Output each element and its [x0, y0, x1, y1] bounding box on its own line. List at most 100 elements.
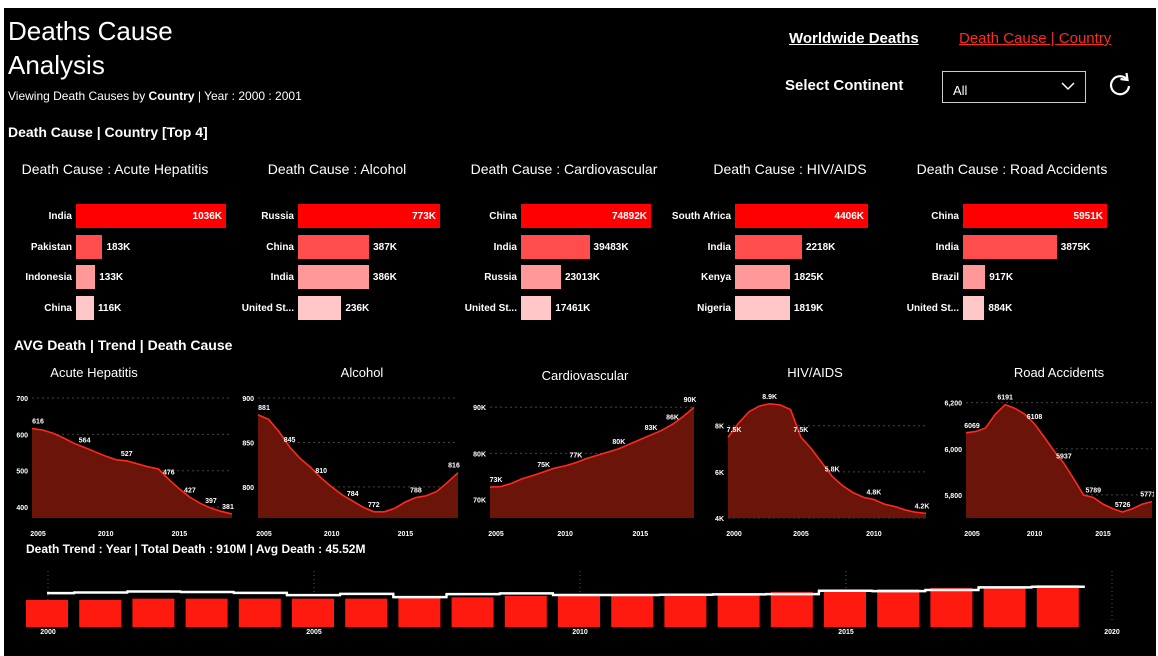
- avg-death-step-line[interactable]: [47, 585, 1085, 599]
- bar[interactable]: [298, 234, 370, 259]
- bar[interactable]: [521, 265, 561, 289]
- y-tick-label: 600: [16, 432, 28, 439]
- y-tick-label: 850: [242, 440, 254, 447]
- year-bar[interactable]: [79, 600, 122, 627]
- year-bar[interactable]: [930, 587, 973, 627]
- bar[interactable]: [298, 204, 440, 228]
- bar[interactable]: [521, 295, 552, 320]
- x-tick-label: 2000: [40, 629, 56, 636]
- bar[interactable]: [298, 265, 369, 289]
- year-bar[interactable]: [717, 593, 760, 627]
- nav-death-cause-country[interactable]: Death Cause | Country: [959, 30, 1112, 47]
- dashboard: Deaths Cause Analysis Viewing Death Caus…: [4, 8, 1156, 656]
- year-bar[interactable]: [824, 590, 866, 627]
- data-point-label: 5.8K: [825, 466, 840, 473]
- bar[interactable]: [963, 234, 1057, 259]
- year-bar[interactable]: [877, 589, 920, 627]
- data-point-label: 476: [163, 469, 175, 476]
- trend-line[interactable]: [965, 403, 1153, 513]
- bar-country-label: India: [270, 272, 294, 283]
- section-title-avg-trend: AVG Death | Trend | Death Cause: [14, 337, 233, 353]
- bar[interactable]: [76, 204, 226, 228]
- year-bar[interactable]: [292, 598, 334, 627]
- data-point-label: 75K: [537, 462, 550, 469]
- bar[interactable]: [298, 295, 342, 320]
- bar[interactable]: [735, 204, 868, 228]
- x-tick-label: 2015: [1095, 531, 1111, 538]
- trend-line[interactable]: [727, 402, 927, 515]
- year-bar[interactable]: [26, 600, 68, 627]
- bar-value-label: 1825K: [794, 272, 824, 283]
- trend-line[interactable]: [489, 406, 695, 488]
- year-bar[interactable]: [770, 591, 813, 627]
- area-fill: [258, 414, 458, 518]
- x-tick-label: 2015: [633, 531, 649, 538]
- year-bar[interactable]: [451, 597, 494, 627]
- y-tick-label: 5,800: [944, 493, 962, 500]
- data-point-label: 881: [258, 405, 270, 412]
- trend-chart-title: Cardiovascular: [541, 368, 629, 383]
- bar-country-label: Nigeria: [697, 302, 731, 314]
- year-bar[interactable]: [611, 594, 654, 627]
- trend-area-chart: 900 850 800 881 845 810 784 772 788 816 2005 2010 20…: [242, 396, 460, 538]
- trend-chart-title: Road Accidents: [1013, 365, 1105, 380]
- x-tick-label: 2010: [324, 531, 340, 538]
- bar-chart-title: Death Cause : HIV/AIDS: [713, 161, 867, 177]
- year-bar[interactable]: [504, 595, 547, 627]
- x-tick-label: 2010: [557, 531, 573, 538]
- year-bar[interactable]: [983, 586, 1026, 628]
- nav-worldwide-deaths[interactable]: Worldwide Deaths: [789, 30, 919, 47]
- x-tick-label: 2010: [1027, 531, 1043, 538]
- data-point-label: 77K: [569, 453, 582, 460]
- y-tick-label: 80K: [473, 451, 486, 458]
- data-point-label: 816: [448, 463, 460, 470]
- trend-line[interactable]: [257, 414, 459, 513]
- data-point-label: 7.5K: [727, 427, 742, 434]
- data-point-label: 5789: [1085, 487, 1101, 494]
- x-tick-label: 2005: [306, 629, 322, 636]
- y-tick-label: 400: [16, 505, 28, 512]
- bar[interactable]: [963, 265, 986, 289]
- y-tick-label: 6K: [715, 470, 724, 477]
- data-point-label: 86K: [666, 414, 679, 421]
- data-point-label: 845: [284, 437, 296, 444]
- data-point-label: 5771: [1140, 492, 1154, 499]
- data-point-label: 788: [410, 488, 422, 495]
- continent-select[interactable]: All: [942, 71, 1086, 103]
- bar-value-label: 39483K: [593, 241, 629, 253]
- year-bar[interactable]: [664, 594, 707, 627]
- bar[interactable]: [76, 265, 96, 289]
- year-bar[interactable]: [1036, 585, 1079, 627]
- year-bar[interactable]: [558, 595, 600, 627]
- bar[interactable]: [735, 265, 791, 289]
- x-tick-label: 2000: [726, 531, 742, 538]
- year-bar[interactable]: [132, 598, 175, 627]
- y-tick-label: 500: [16, 469, 28, 476]
- bar[interactable]: [735, 295, 790, 320]
- bar[interactable]: [76, 234, 103, 259]
- x-tick-label: 2005: [256, 531, 272, 538]
- trend-chart-title: HIV/AIDS: [787, 365, 843, 380]
- trend-area-chart: 90K 80K 70K 73K 75K 77K 80K 83K 86K 90K 2005 2010 20…: [473, 397, 696, 538]
- bar[interactable]: [76, 295, 94, 320]
- subtitle-year-range: | Year : 2000 : 2001: [194, 89, 302, 103]
- year-bar[interactable]: [238, 598, 281, 627]
- trend-area-chart: 8K 6K 4K 7.5K 8.9K 7.5K 5.8K 4.8K 4.2K 2000 2005 20…: [715, 394, 929, 538]
- bar[interactable]: [521, 234, 590, 259]
- data-point-label: 5726: [1115, 502, 1131, 509]
- bar-country-label: China: [44, 302, 72, 314]
- y-tick-label: 6,000: [944, 447, 962, 454]
- trend-line[interactable]: [31, 427, 233, 515]
- year-bar[interactable]: [398, 597, 441, 627]
- refresh-icon[interactable]: [1106, 72, 1134, 100]
- bar[interactable]: [963, 204, 1107, 228]
- bar[interactable]: [521, 204, 651, 228]
- year-bar[interactable]: [345, 598, 388, 627]
- bar[interactable]: [735, 234, 802, 259]
- year-bar[interactable]: [185, 598, 228, 627]
- bar-country-label: China: [266, 241, 294, 253]
- x-tick-label: 2010: [572, 629, 588, 636]
- subtitle-dimension: Country: [148, 89, 195, 103]
- bar-value-label: 387K: [373, 241, 397, 253]
- bar[interactable]: [963, 295, 985, 320]
